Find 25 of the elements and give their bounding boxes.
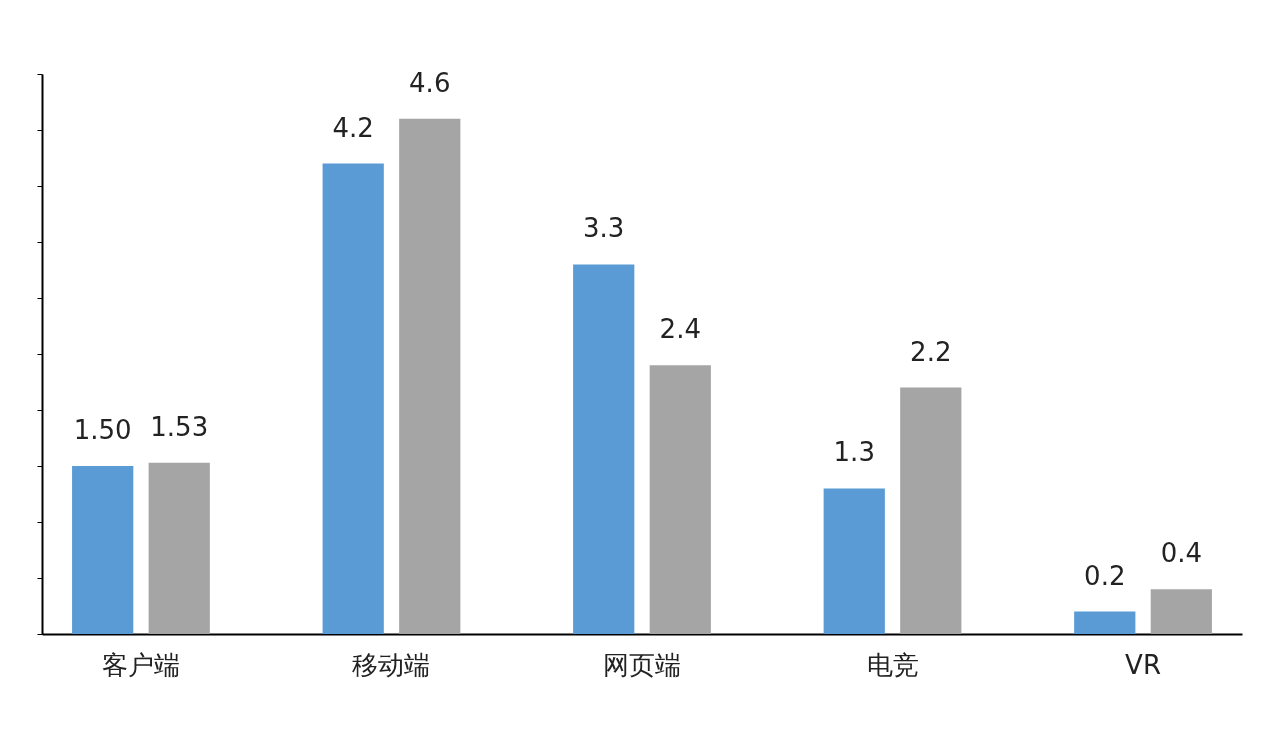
data-label: 0.2 (1084, 560, 1126, 591)
x-tick-label: VR (1125, 649, 1161, 680)
bar (823, 488, 885, 634)
bar (72, 466, 134, 634)
data-label: 1.50 (73, 415, 132, 445)
x-tick-label: 移动端 (352, 649, 431, 680)
data-label: 1.53 (150, 411, 209, 442)
x-tick-label: 电竞 (866, 649, 919, 680)
bar (649, 365, 711, 634)
data-label: 3.3 (583, 213, 625, 244)
bar (322, 163, 384, 634)
bar (573, 264, 635, 634)
bar (148, 462, 210, 634)
bar (1150, 589, 1212, 634)
x-tick-label: 客户端 (101, 649, 180, 680)
bar (399, 118, 461, 634)
data-label: 2.2 (910, 336, 952, 367)
bar (1074, 611, 1136, 634)
data-label: 1.3 (833, 437, 875, 468)
data-label: 0.4 (1160, 538, 1202, 569)
bar (900, 387, 962, 634)
data-label: 2.4 (659, 314, 701, 345)
x-tick-label: 网页端 (603, 649, 681, 680)
data-label: 4.2 (332, 112, 374, 143)
data-label: 4.6 (409, 67, 451, 98)
